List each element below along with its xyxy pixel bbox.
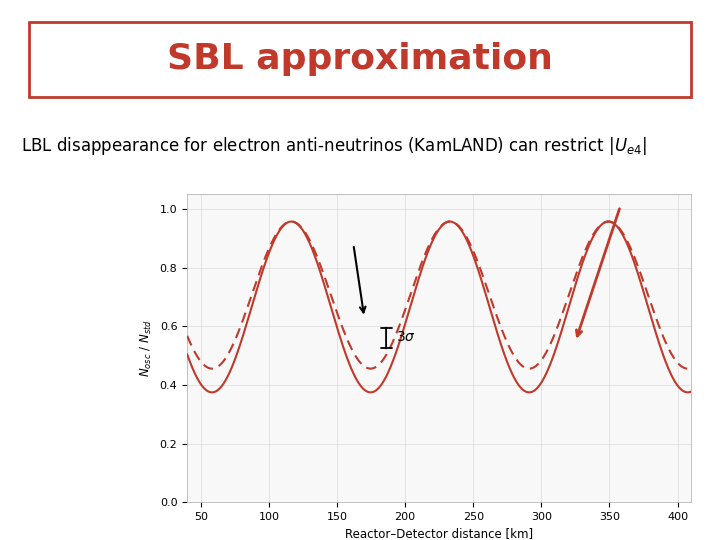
- Text: 3$\sigma$: 3$\sigma$: [395, 329, 415, 343]
- X-axis label: Reactor–Detector distance [km]: Reactor–Detector distance [km]: [345, 528, 534, 540]
- Text: LBL disappearance for electron anti-neutrinos (KamLAND) can restrict $|U_{e4}|$: LBL disappearance for electron anti-neut…: [22, 135, 647, 157]
- Text: SBL approximation: SBL approximation: [167, 43, 553, 76]
- FancyBboxPatch shape: [29, 22, 691, 97]
- Y-axis label: $N_{osc}\ /\ N_{std}$: $N_{osc}\ /\ N_{std}$: [139, 319, 154, 377]
